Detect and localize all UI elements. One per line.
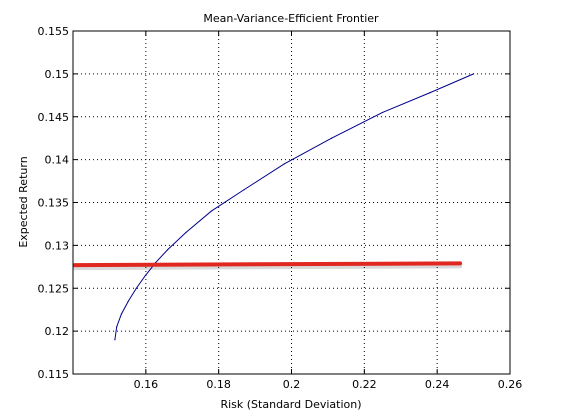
frontier-point xyxy=(116,326,118,328)
frontier-point xyxy=(135,287,137,289)
frontier-point xyxy=(243,189,245,191)
y-tick-label: 0.115 xyxy=(38,368,70,381)
frontier-point xyxy=(472,73,475,75)
annotation-layer xyxy=(72,261,463,271)
frontier-point xyxy=(381,111,384,114)
y-tick-label: 0.145 xyxy=(38,111,70,124)
y-tick-label: 0.13 xyxy=(45,239,70,252)
axis-ticks xyxy=(73,30,511,375)
y-tick-label: 0.12 xyxy=(45,325,70,338)
frontier-point xyxy=(120,313,123,315)
red-line-shadow xyxy=(72,264,463,271)
x-tick-label: 0.24 xyxy=(425,378,450,391)
plot-area xyxy=(73,31,510,374)
grid-lines xyxy=(73,31,510,374)
tick-labels: 0.16 0.18 0.2 0.22 0.24 0.26 0.115 0.12 0.125 0.1… xyxy=(38,25,523,391)
frontier-point xyxy=(167,249,169,251)
frontier-point xyxy=(127,300,129,302)
frontier-point xyxy=(185,231,187,234)
frontier-point xyxy=(429,92,431,94)
x-tick-label: 0.26 xyxy=(498,378,523,391)
x-axis-title: Risk (Standard Deviation) xyxy=(220,398,361,411)
frontier-point xyxy=(144,274,147,276)
y-tick-label: 0.14 xyxy=(45,154,70,167)
x-tick-label: 0.22 xyxy=(352,378,377,391)
frontier-point xyxy=(330,137,333,139)
y-axis-title: Expected Return xyxy=(17,156,30,247)
y-tick-label: 0.15 xyxy=(45,68,70,81)
x-tick-label: 0.2 xyxy=(283,378,301,391)
y-tick-label: 0.125 xyxy=(38,282,70,295)
red-horizontal-line xyxy=(72,261,463,268)
y-tick-label: 0.155 xyxy=(38,25,70,38)
y-tick-label: 0.135 xyxy=(38,197,70,210)
frontier-point xyxy=(283,163,285,165)
series-layer xyxy=(114,73,475,341)
x-tick-label: 0.16 xyxy=(134,378,159,391)
frontier-point xyxy=(210,210,212,212)
frontier-curve xyxy=(114,73,474,340)
chart-title: Mean-Variance-Efficient Frontier xyxy=(203,12,379,25)
frontier-point xyxy=(114,339,116,341)
x-tick-label: 0.18 xyxy=(206,378,231,391)
